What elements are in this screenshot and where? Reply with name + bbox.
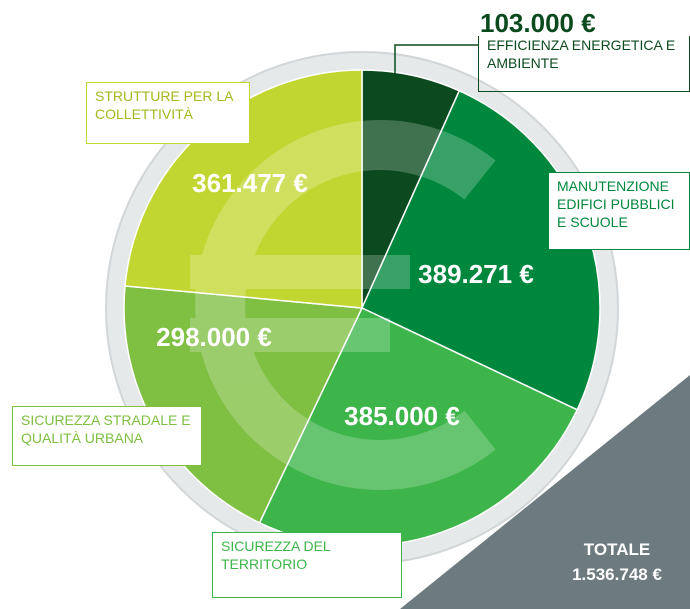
category-label: STRUTTURE PER LA COLLETTIVITÀ <box>86 82 250 144</box>
value-label: 385.000 € <box>344 401 460 431</box>
category-label: SICUREZZA DEL TERRITORIO <box>212 532 402 598</box>
value-label: 361.477 € <box>192 168 308 198</box>
euro-watermark <box>190 120 496 490</box>
total-value: 1.536.748 € <box>572 565 662 584</box>
category-label: SICUREZZA STRADALE E QUALITÀ URBANA <box>12 406 202 466</box>
total-label: TOTALE <box>584 540 650 559</box>
value-label: 298.000 € <box>156 322 272 352</box>
category-label: EFFICIENZA ENERGETICA E AMBIENTE <box>478 36 690 92</box>
corner-panel <box>400 375 690 609</box>
value-label: 103.000 € <box>480 8 596 38</box>
category-label: MANUTENZIONE EDIFICI PUBBLICI E SCUOLE <box>548 172 690 250</box>
leader-line <box>394 44 478 78</box>
value-label: 389.271 € <box>418 259 534 289</box>
